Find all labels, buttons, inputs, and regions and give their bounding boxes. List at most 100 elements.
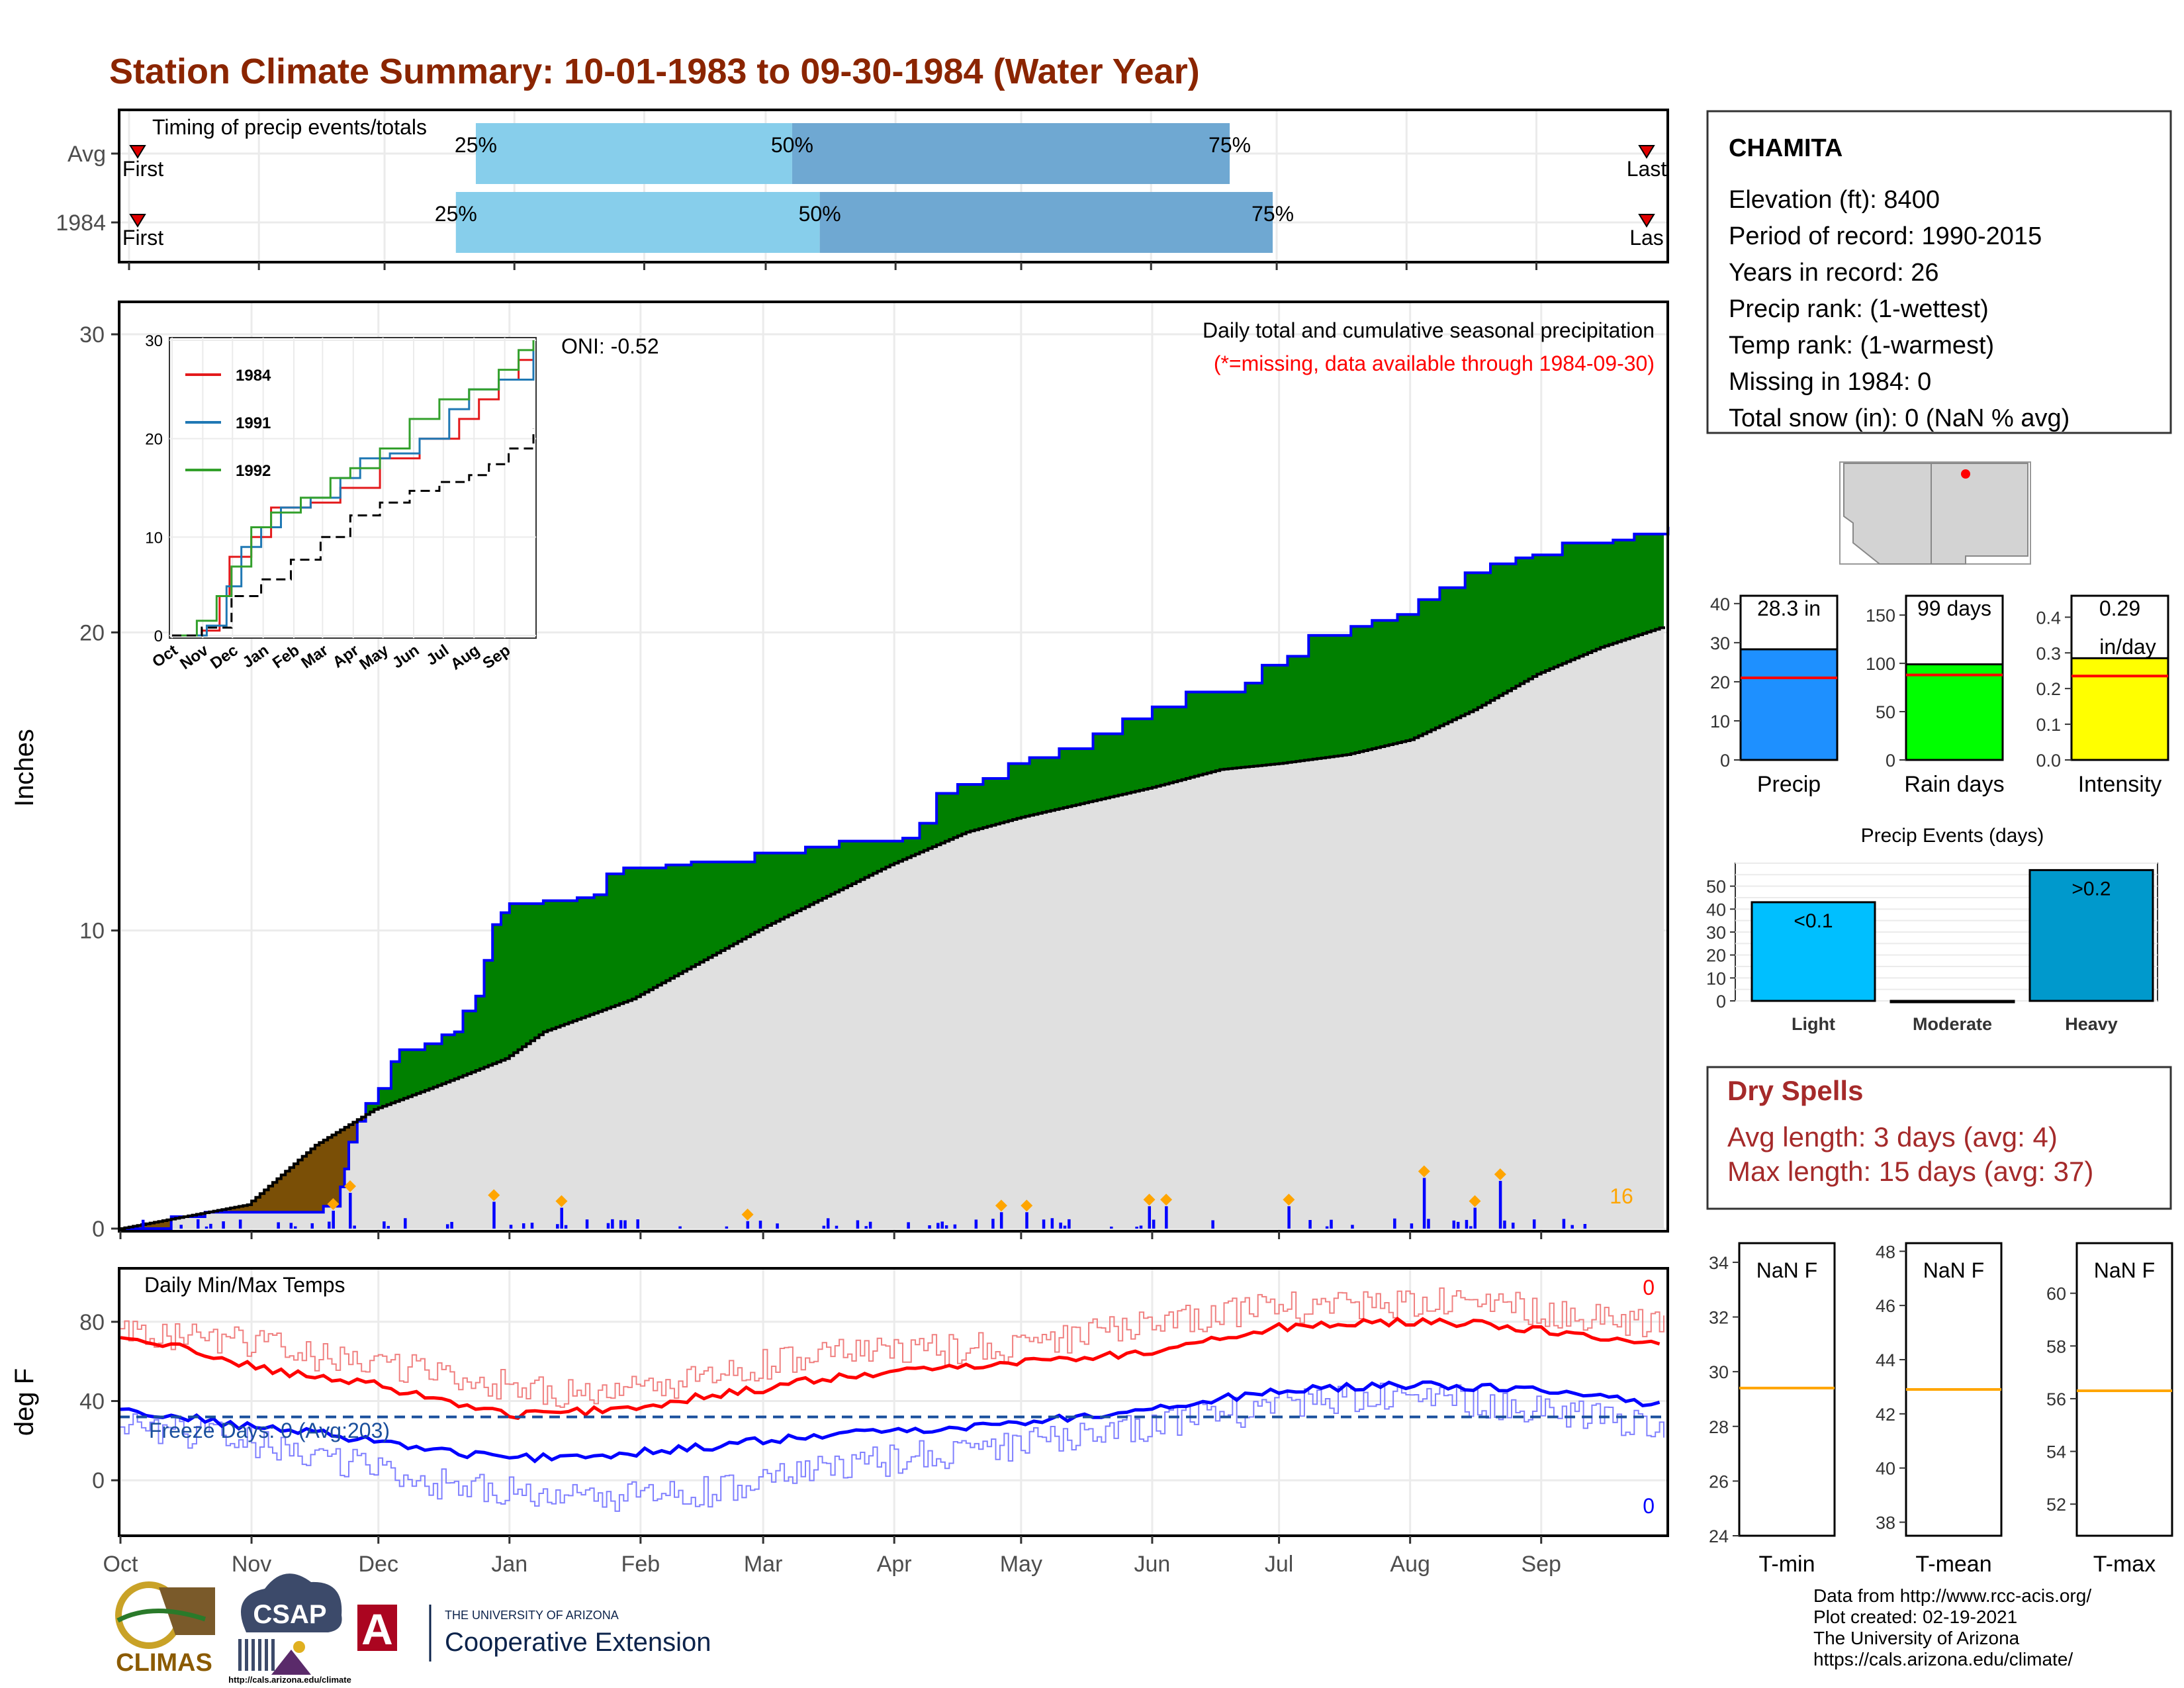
climas-logo-shape — [159, 1587, 215, 1635]
timing-bar-25-50 — [475, 123, 792, 184]
heavy-event-marker-icon — [1021, 1199, 1033, 1212]
daily-precip-bar — [1503, 1220, 1506, 1229]
month-label: Jul — [1265, 1552, 1293, 1577]
temp-tick-label: 0 — [92, 1468, 105, 1493]
summary-value-label: 99 days — [1917, 596, 1991, 620]
csap-logo-bar — [258, 1639, 261, 1671]
daily-precip-bar — [328, 1221, 331, 1229]
precip-y-axis-label: Inches — [10, 729, 39, 807]
page-title: Station Climate Summary: 10-01-1983 to 0… — [109, 52, 1200, 91]
summary-tick-label: 0 — [1720, 751, 1730, 771]
daily-precip-bar — [509, 1225, 513, 1229]
daily-precip-bar — [1165, 1206, 1168, 1229]
daily-precip-bar — [868, 1221, 872, 1229]
last-marker-icon — [1638, 145, 1655, 159]
timing-percent-label: 75% — [1208, 133, 1251, 157]
first-label: First — [122, 157, 163, 181]
daily-precip-bar — [936, 1223, 940, 1229]
timing-label: Timing of precip events/totals — [152, 115, 427, 139]
inset-series-line — [172, 340, 535, 637]
daily-precip-bar — [974, 1219, 978, 1229]
station-info-line: Missing in 1984: 0 — [1729, 368, 1931, 396]
precip-panel-subtitle: (*=missing, data available through 1984-… — [1214, 352, 1655, 375]
summary-bar-label: Rain days — [1904, 772, 2004, 797]
daily-precip-bar — [678, 1226, 682, 1229]
daily-precip-bar — [404, 1218, 407, 1229]
daily-precip-bar — [349, 1192, 352, 1229]
temp-box-tick-label: 28 — [1709, 1417, 1729, 1437]
daily-precip-bar — [492, 1201, 496, 1229]
dry-spells-title: Dry Spells — [1727, 1075, 1863, 1106]
daily-precip-bar — [725, 1226, 729, 1229]
daily-precip-bar — [293, 1226, 297, 1229]
temp-box-tick-label: 32 — [1709, 1308, 1729, 1328]
temp-box-tick-label: 56 — [2046, 1389, 2066, 1409]
station-info-line: Elevation (ft): 8400 — [1729, 186, 1940, 214]
csap-url-text: http://cals.arizona.edu/climate — [228, 1675, 351, 1685]
daily-precip-bar — [1562, 1219, 1566, 1229]
summary-value-label: 0.29 — [2099, 596, 2140, 620]
summary-tick-label: 20 — [1710, 673, 1730, 692]
temp-box-tick-label: 48 — [1876, 1242, 1895, 1262]
ua-logo-block — [357, 1605, 397, 1651]
daily-precip-bar — [556, 1224, 559, 1229]
heavy-event-marker-icon — [1469, 1195, 1481, 1207]
daily-precip-bar — [1110, 1226, 1113, 1229]
below-average-area — [124, 1117, 366, 1229]
summary-tick-label: 0 — [1886, 751, 1895, 771]
timing-percent-label: 75% — [1251, 202, 1294, 226]
temp-box-tick-label: 34 — [1709, 1253, 1729, 1273]
first-marker-icon — [129, 145, 146, 159]
dry-spell-line: Max length: 15 days (avg: 37) — [1727, 1156, 2093, 1187]
csap-cloud-icon — [241, 1573, 342, 1632]
daily-precip-bar — [940, 1221, 944, 1229]
dry-spell-line: Avg length: 3 days (avg: 4) — [1727, 1121, 2058, 1152]
daily-precip-bar — [907, 1222, 910, 1229]
events-bar — [2028, 868, 2154, 1002]
credit-line: https://cals.arizona.edu/climate/ — [1813, 1649, 2073, 1669]
summary-value-label-unit: in/day — [2099, 635, 2156, 659]
credit-line: Plot created: 02-19-2021 — [1813, 1607, 2017, 1627]
month-label: Apr — [877, 1552, 912, 1577]
daily-precip-bar — [1422, 1178, 1426, 1229]
events-category-label: Heavy — [2065, 1014, 2118, 1034]
station-info-line: Years in record: 26 — [1729, 259, 1939, 287]
summary-tick-label: 0.4 — [2036, 608, 2061, 628]
average-cumulative-area — [120, 626, 1664, 1229]
above-average-area — [120, 534, 1664, 1229]
daily-precip-bar — [1473, 1207, 1477, 1229]
events-tick-label: 0 — [1716, 992, 1726, 1011]
events-tick-label: 10 — [1706, 968, 1726, 988]
csap-sun-icon — [293, 1641, 305, 1653]
daily-precip-bar — [277, 1222, 280, 1229]
events-bar — [1889, 1000, 2015, 1004]
first-marker-icon — [129, 214, 146, 228]
daily-precip-bar — [1511, 1223, 1515, 1229]
max-count-label: 0 — [1643, 1276, 1655, 1299]
events-value-label: <0.1 — [1794, 910, 1833, 932]
summary-bar-label: Precip — [1757, 772, 1821, 797]
month-label: Feb — [621, 1552, 660, 1577]
inset-tick-label: 30 — [145, 332, 163, 350]
temp-y-axis-label: deg F — [10, 1368, 39, 1436]
daily-precip-bar — [141, 1219, 145, 1229]
ua-small-text: THE UNIVERSITY OF ARIZONA — [445, 1609, 619, 1622]
summary-tick-label: 40 — [1710, 594, 1730, 614]
daily-precip-bar — [826, 1218, 830, 1229]
daily-precip-bar — [560, 1207, 563, 1229]
daily-precip-bar — [776, 1223, 779, 1229]
inset-tick-label: 0 — [154, 628, 163, 645]
daily-precip-bar — [1042, 1219, 1046, 1229]
temp-box-tick-label: 60 — [2046, 1284, 2066, 1304]
heavy-event-marker-icon — [327, 1197, 340, 1210]
csap-logo-bar — [251, 1639, 255, 1671]
dry-spells-box — [1706, 1066, 2172, 1210]
summary-tick-label: 0.1 — [2036, 715, 2061, 735]
daily-precip-bar — [999, 1212, 1003, 1229]
timing-row-label: Avg — [68, 142, 106, 167]
station-info-line: Precip rank: (1-wettest) — [1729, 295, 1989, 323]
daily-precip-bar — [387, 1226, 390, 1229]
month-label: Jun — [1134, 1552, 1171, 1577]
summary-tick-label: 100 — [1866, 654, 1895, 674]
daily-precip-bar — [238, 1219, 242, 1229]
